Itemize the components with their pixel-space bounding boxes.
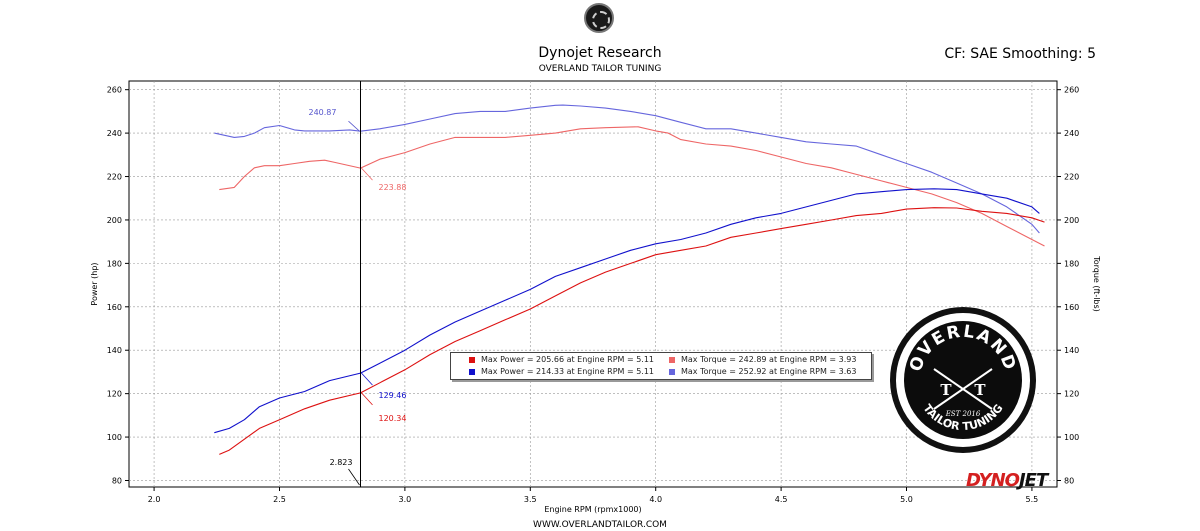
y-tick-label-left: 220 xyxy=(107,173,122,182)
x-tick-label: 5.0 xyxy=(900,495,913,504)
y-tick-label-left: 80 xyxy=(112,476,122,485)
x-tick-label: 3.5 xyxy=(524,495,537,504)
series-line-torque-1 xyxy=(219,126,1045,247)
dynojet-logo-jet: JET xyxy=(1018,470,1048,491)
x-tick-label: 2.0 xyxy=(148,495,161,504)
y-tick-label-right: 140 xyxy=(1064,346,1079,355)
y-tick-label-right: 240 xyxy=(1064,129,1079,138)
y-tick-label-right: 100 xyxy=(1064,433,1079,442)
cursor-annotation-label: 223.88 xyxy=(378,183,406,192)
series-lines xyxy=(214,104,1045,455)
cursor-annotation-label: 129.46 xyxy=(378,391,406,400)
legend-swatch xyxy=(469,368,475,375)
legend-item-torque-2: Max Torque = 252.92 at Engine RPM = 3.63 xyxy=(669,367,856,376)
y-tick-label-right: 200 xyxy=(1064,216,1079,225)
y-axis-label: Power (hp) xyxy=(90,262,99,305)
badge-letter-left: T xyxy=(940,381,952,399)
y-tick-label-left: 100 xyxy=(107,433,122,442)
dynojet-logo-dyno: DYNO xyxy=(966,470,1020,491)
y-tick-label-left: 120 xyxy=(107,390,122,399)
legend: Max Power = 205.66 at Engine RPM = 5.11 … xyxy=(450,352,872,380)
legend-text: Max Power = 214.33 at Engine RPM = 5.11 xyxy=(481,367,655,376)
y-tick-label-right: 220 xyxy=(1064,173,1079,182)
cursor-annotation-label: 120.34 xyxy=(378,414,406,423)
cursor-annotation-label: 240.87 xyxy=(308,108,336,117)
y-tick-label-right: 160 xyxy=(1064,303,1079,312)
badge-est-text: EST 2016 xyxy=(945,410,981,418)
legend-text: Max Torque = 242.89 at Engine RPM = 3.93 xyxy=(681,355,857,364)
y-axis-right-ticks: 80 100 120 140 160 180 200 220 240 260 xyxy=(1057,86,1079,485)
y-tick-label-left: 260 xyxy=(107,86,122,95)
correction-factor-label: CF: SAE Smoothing: 5 xyxy=(944,46,1096,62)
legend-swatch xyxy=(669,356,675,363)
x-axis-label: Engine RPM (rpmx1000) xyxy=(544,505,641,514)
legend-item-power-2: Max Power = 214.33 at Engine RPM = 5.11 xyxy=(469,367,654,376)
y-tick-label-left: 140 xyxy=(107,346,122,355)
cursor-annotation-pointer xyxy=(348,120,360,132)
cursor: 2.823 240.87 223.88 129.46 120.34 xyxy=(308,81,406,487)
legend-swatch xyxy=(669,368,675,375)
y-tick-label-right: 80 xyxy=(1064,476,1074,485)
x-tick-label: 3.0 xyxy=(399,495,412,504)
x-tick-label: 4.5 xyxy=(775,495,788,504)
legend-text: Max Torque = 252.92 at Engine RPM = 3.63 xyxy=(681,367,857,376)
cursor-annotation-pointer xyxy=(361,372,373,386)
overland-badge-logo: OVERLAND TAILOR TUNING T T EST 2016 xyxy=(890,307,1036,453)
y-tick-label-right: 180 xyxy=(1064,259,1079,268)
y2-axis-label: Torque (ft-lbs) xyxy=(1092,255,1101,312)
x-tick-label: 4.0 xyxy=(649,495,662,504)
footer-url: WWW.OVERLANDTAILOR.COM xyxy=(533,520,667,530)
y-tick-label-left: 180 xyxy=(107,259,122,268)
cursor-x-label: 2.823 xyxy=(330,458,353,467)
y-axis-left-ticks: 80 100 120 140 160 180 200 220 240 260 xyxy=(107,86,129,485)
y-tick-label-left: 240 xyxy=(107,129,122,138)
y-tick-label-right: 120 xyxy=(1064,390,1079,399)
badge-letter-right: T xyxy=(974,381,986,399)
series-line-power-2 xyxy=(214,188,1040,434)
x-axis-ticks: 2.0 2.5 3.0 3.5 4.0 4.5 5.0 5.5 xyxy=(148,487,1039,504)
series-line-torque-0 xyxy=(214,104,1040,234)
badge-top-text: OVERLAND xyxy=(906,322,1020,375)
chart-subtitle: OVERLAND TAILOR TUNING xyxy=(538,64,662,74)
series-line-power-3 xyxy=(219,207,1045,455)
chart-title: Dynojet Research xyxy=(538,45,662,61)
cursor-annotation-pointer xyxy=(361,167,373,181)
x-tick-label: 5.5 xyxy=(1026,495,1039,504)
y-tick-label-right: 260 xyxy=(1064,86,1079,95)
legend-item-torque-1: Max Torque = 242.89 at Engine RPM = 3.93 xyxy=(669,355,856,364)
x-tick-label: 2.5 xyxy=(273,495,286,504)
badge-inner-disc xyxy=(904,321,1022,439)
cursor-x-pointer xyxy=(348,468,360,486)
legend-swatch xyxy=(469,356,475,363)
y-tick-label-left: 160 xyxy=(107,303,122,312)
y-tick-label-left: 200 xyxy=(107,216,122,225)
legend-text: Max Power = 205.66 at Engine RPM = 5.11 xyxy=(481,355,655,364)
brand-emblem-icon xyxy=(584,3,614,33)
dynojet-logo: DYNOJET xyxy=(966,470,1048,491)
cursor-annotation-pointer xyxy=(361,392,373,406)
legend-item-power-1: Max Power = 205.66 at Engine RPM = 5.11 xyxy=(469,355,654,364)
